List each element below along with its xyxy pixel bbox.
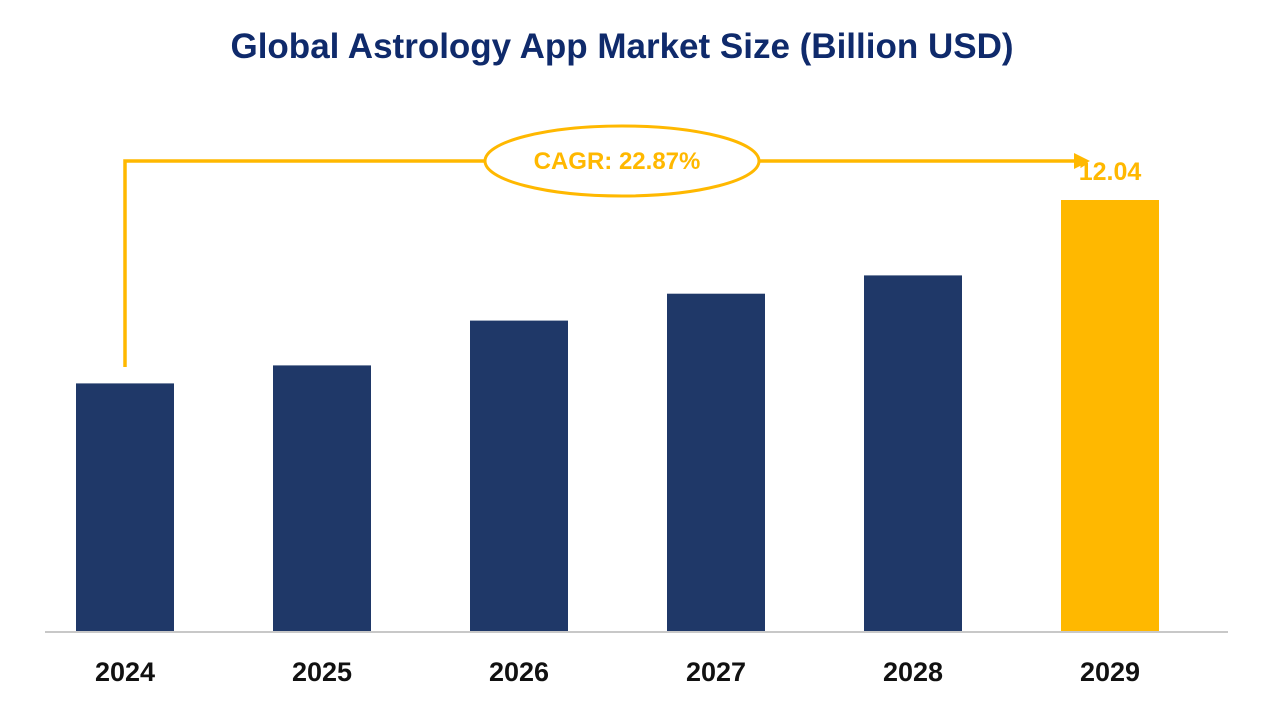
bars-group xyxy=(76,200,1159,632)
cagr-label: CAGR: 22.87% xyxy=(534,148,701,175)
bar-2026 xyxy=(470,320,568,632)
cagr-arrowhead-icon xyxy=(1074,153,1090,169)
x-tick-2025: 2025 xyxy=(292,657,352,687)
data-label-2029: 12.04 xyxy=(1079,158,1142,186)
x-tick-2029: 2029 xyxy=(1080,657,1140,687)
cagr-ellipse xyxy=(483,124,761,198)
x-tick-2024: 2024 xyxy=(95,657,155,687)
bar-2029 xyxy=(1061,200,1159,632)
chart-title: Global Astrology App Market Size (Billio… xyxy=(230,27,1013,66)
bar-2025 xyxy=(273,365,371,632)
bar-2024 xyxy=(76,383,174,632)
x-tick-2027: 2027 xyxy=(686,657,746,687)
x-tick-2026: 2026 xyxy=(489,657,549,687)
x-tick-labels: 2024 2025 2026 2027 2028 2029 xyxy=(95,657,1140,687)
cagr-annotation: CAGR: 22.87% xyxy=(123,124,1090,367)
x-tick-2028: 2028 xyxy=(883,657,943,687)
bar-2027 xyxy=(667,293,765,632)
bar-2028 xyxy=(864,275,962,632)
data-labels: 12.04 xyxy=(1079,158,1142,186)
